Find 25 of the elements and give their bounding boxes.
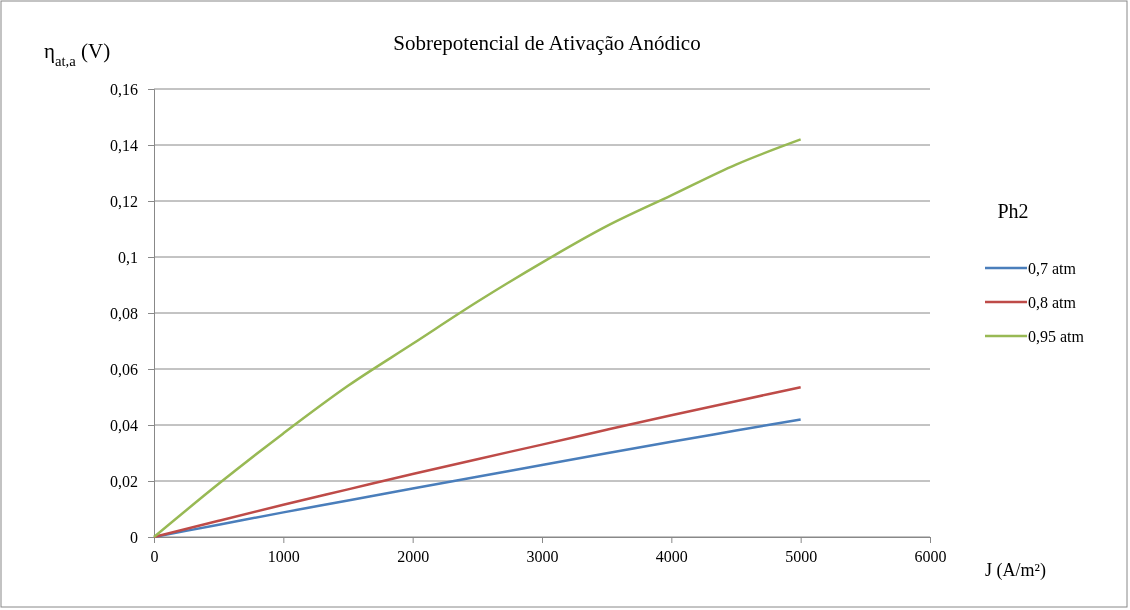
y-tick-label: 0,02 [110, 472, 138, 490]
legend-label: 0,7 atm [1028, 260, 1077, 277]
y-tick-label: 0,14 [110, 136, 138, 154]
x-tick-label: 0 [150, 548, 159, 566]
x-tick-label: 6000 [914, 548, 947, 566]
y-tick-label: 0,1 [118, 248, 138, 266]
x-tick-label: 5000 [785, 548, 818, 566]
x-tick-label: 2000 [397, 548, 430, 566]
y-tick-label: 0,06 [110, 360, 138, 378]
legend-label: 0,95 atm [1028, 328, 1085, 345]
y-tick-label: 0,16 [110, 80, 138, 98]
y-tick-label: 0 [130, 528, 138, 546]
y-tick-label: 0,08 [110, 304, 138, 322]
x-tick-label: 3000 [526, 548, 559, 566]
legend-title: Ph2 [997, 200, 1029, 222]
y-tick-label: 0,12 [110, 192, 138, 210]
y-axis-title: η$_{at,a}$ (V) [44, 39, 111, 69]
y-tick-label: 0,04 [110, 416, 138, 434]
line-series [152, 385, 802, 539]
x-axis-title: J (A/m²) [985, 560, 1046, 581]
line-series [152, 138, 802, 539]
legend-label: 0,8 atm [1028, 294, 1077, 311]
x-tick-label: 1000 [267, 548, 300, 566]
chart-title: Sobrepotencial de Ativação Anódico [393, 31, 701, 55]
x-tick-label: 4000 [655, 548, 688, 566]
